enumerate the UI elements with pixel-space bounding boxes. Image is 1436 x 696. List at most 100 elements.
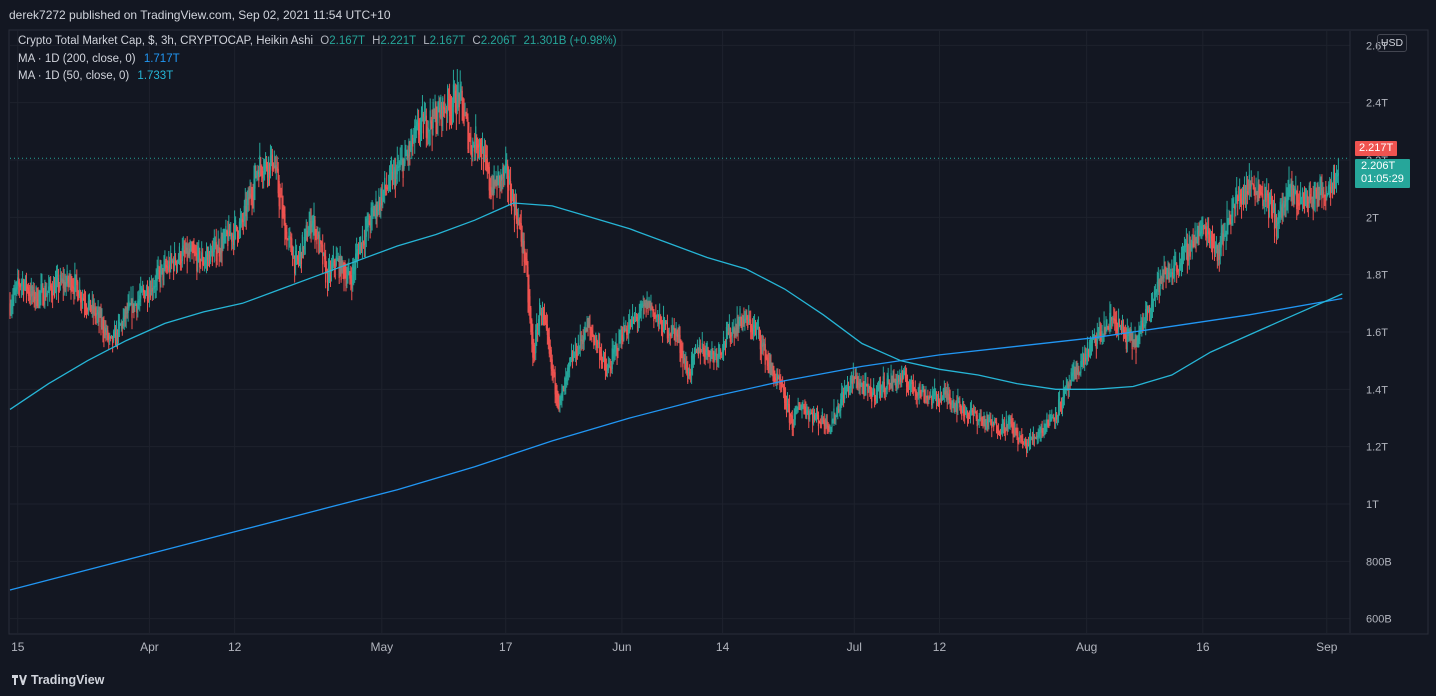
candle-body xyxy=(1067,384,1069,390)
candle-body xyxy=(68,280,70,282)
candle-body xyxy=(96,313,98,315)
candle-body xyxy=(585,330,587,333)
candle-body xyxy=(77,281,79,301)
ma50-label[interactable]: MA · 1D (50, close, 0) xyxy=(18,70,130,82)
candle-body xyxy=(1087,349,1090,357)
candle-body xyxy=(200,259,202,262)
candle-body xyxy=(801,405,803,409)
candle-body xyxy=(98,312,100,322)
candle-body xyxy=(65,282,67,287)
candle-body xyxy=(548,336,550,354)
candle-body xyxy=(1061,404,1064,407)
candle-body xyxy=(235,225,238,230)
candle-body xyxy=(1215,244,1217,248)
candle-body xyxy=(1030,437,1033,439)
candle-body xyxy=(27,287,29,296)
candle-body xyxy=(294,255,296,274)
candle-body xyxy=(495,178,497,184)
candle-body xyxy=(570,353,573,362)
candle-body xyxy=(384,177,386,193)
x-tick-label: 17 xyxy=(499,640,513,654)
candle-body xyxy=(818,420,821,423)
symbol-legend[interactable]: Crypto Total Market Cap, $, 3h, CRYPTOCA… xyxy=(18,35,617,47)
candle-body xyxy=(762,345,764,347)
candle-body xyxy=(1203,224,1205,231)
candle-body xyxy=(764,343,766,365)
candle-body xyxy=(887,375,889,384)
candle-body xyxy=(196,253,198,272)
candle-body xyxy=(1053,417,1055,419)
candle-body xyxy=(854,377,856,380)
candle-body xyxy=(178,246,181,261)
candle-body xyxy=(478,145,480,147)
candle-body xyxy=(1029,433,1032,443)
candle-body xyxy=(1285,197,1287,206)
candle-body xyxy=(646,297,648,308)
candle-body xyxy=(596,338,598,348)
candle-body xyxy=(275,165,277,169)
candle-body xyxy=(9,303,11,316)
price-chart[interactable]: 600B800B1T1.2T1.4T1.6T1.8T2T2.2T2.4T2.6T… xyxy=(0,0,1436,667)
candle-body xyxy=(487,164,489,170)
candle-body xyxy=(665,321,668,324)
candle-body xyxy=(1026,442,1029,448)
candle-body xyxy=(1081,359,1083,367)
candle-body xyxy=(1008,417,1010,425)
candle-body xyxy=(84,302,87,309)
ma200-legend[interactable]: MA · 1D (200, close, 0) 1.717T xyxy=(18,53,180,65)
candle-body xyxy=(226,230,228,234)
candle-body xyxy=(1336,174,1339,177)
candle-body xyxy=(523,240,525,262)
candle-body xyxy=(338,258,340,278)
candle-body xyxy=(892,374,894,384)
candle-body xyxy=(452,84,455,108)
candle-body xyxy=(479,142,482,153)
candle-body xyxy=(413,139,415,143)
candle-body xyxy=(1200,226,1202,234)
candle-body xyxy=(550,349,552,369)
candle-body xyxy=(1068,383,1070,388)
candle-body xyxy=(850,374,852,384)
candle-body xyxy=(205,254,208,261)
candle-body xyxy=(1252,183,1254,186)
candle-body xyxy=(829,425,831,429)
candle-body xyxy=(885,387,887,391)
candle-body xyxy=(634,316,637,318)
candle-body xyxy=(1033,436,1035,439)
candle-body xyxy=(733,329,735,338)
candle-body xyxy=(537,332,539,334)
ma200-label[interactable]: MA · 1D (200, close, 0) xyxy=(18,53,136,65)
candle-body xyxy=(63,279,65,285)
candle-body xyxy=(168,261,170,269)
candle-body xyxy=(175,260,178,268)
candle-body xyxy=(852,371,854,382)
candle-body xyxy=(113,328,116,336)
candle-body xyxy=(1238,200,1240,202)
candle-body xyxy=(753,324,756,328)
candle-body xyxy=(224,234,226,238)
candle-body xyxy=(202,256,204,266)
symbol-title[interactable]: Crypto Total Market Cap, $, 3h, CRYPTOCA… xyxy=(18,35,314,47)
candle-body xyxy=(107,330,109,341)
currency-button[interactable]: USD xyxy=(1377,34,1407,52)
candle-body xyxy=(192,249,194,253)
tradingview-logo[interactable]: TradingView xyxy=(12,673,104,687)
candle-body xyxy=(1047,419,1049,427)
candle-body xyxy=(756,327,759,329)
candle-body xyxy=(520,223,522,242)
candle-body xyxy=(1235,194,1237,208)
x-tick-label: Jul xyxy=(847,640,862,654)
candle-body xyxy=(1190,243,1192,252)
candle-body xyxy=(292,246,294,266)
candle-body xyxy=(261,166,263,176)
candle-body xyxy=(924,396,926,398)
x-tick-label: 12 xyxy=(933,640,947,654)
ma50-legend[interactable]: MA · 1D (50, close, 0) 1.733T xyxy=(18,70,173,82)
candle-body xyxy=(901,370,903,381)
candle-body xyxy=(16,282,18,290)
candle-body xyxy=(354,267,356,271)
candle-body xyxy=(455,101,457,116)
candle-body xyxy=(740,316,742,319)
candle-body xyxy=(521,232,523,253)
candle-body xyxy=(286,231,288,247)
